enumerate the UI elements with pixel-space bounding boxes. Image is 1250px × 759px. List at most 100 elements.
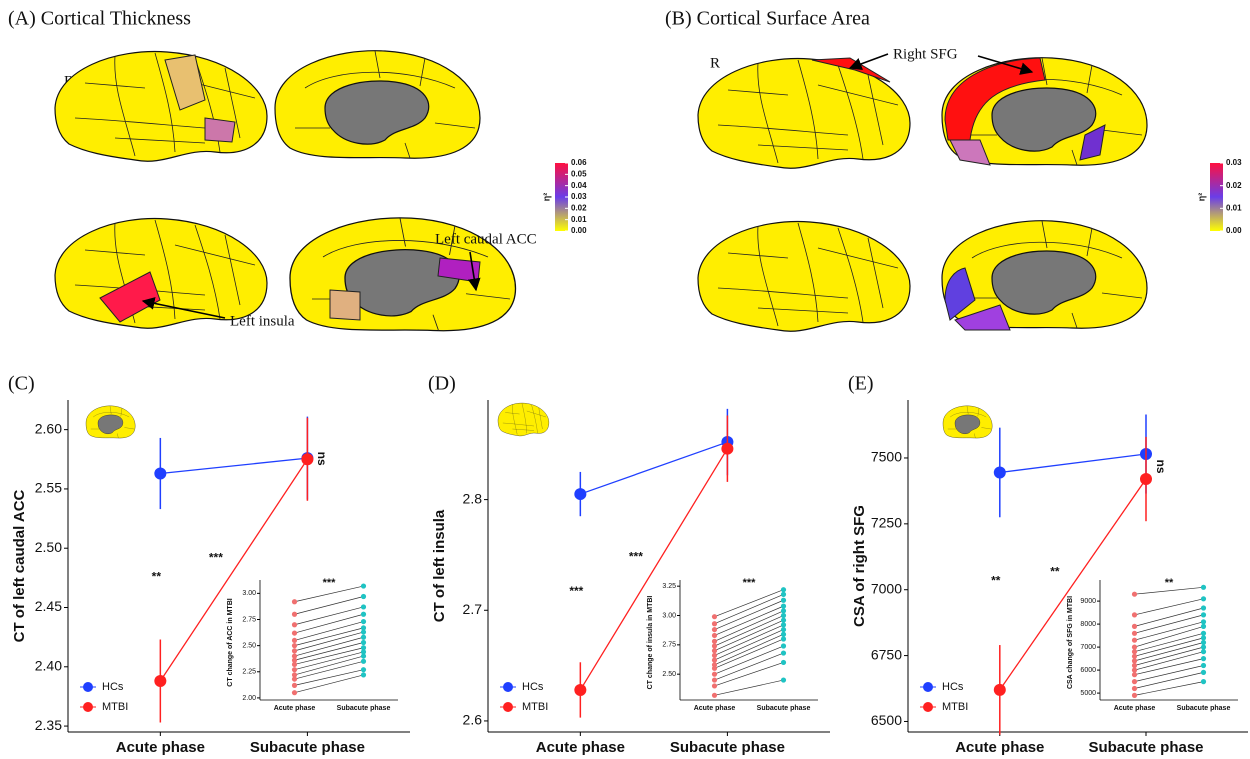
inset-point [712,648,717,653]
panel-label: (D) [428,373,456,395]
brain-lateral [698,222,910,332]
inset-y-tick-label: 5000 [1080,690,1096,697]
inset-point [1132,645,1137,650]
panel-label: (C) [8,373,35,395]
inset-point [1201,645,1206,650]
inset-point [1201,631,1206,636]
inset-point [292,643,297,648]
inset-pair-line [295,643,364,661]
inset-pair-line [295,648,364,665]
x-tick-label: Acute phase [116,739,205,756]
brain-icon [943,406,992,438]
inset-point [1132,668,1137,673]
inset-pair-line [1135,622,1204,640]
inset-pair-line [295,637,364,656]
panel-title: (B) Cortical Surface Area [665,8,870,30]
y-axis-label: CT of left caudal ACC [11,489,28,642]
inset-point [712,693,717,698]
inset-point [712,614,717,619]
series-line [580,442,727,494]
inset-point [292,672,297,677]
inset-pair-line [295,632,364,651]
inset-pair-line [1135,608,1204,626]
colorbar-tick-label: 0.01 [571,215,587,224]
inset-point [1132,592,1137,597]
inset-point [1132,658,1137,663]
inset-y-tick-label: 2.50 [662,671,676,678]
annotation: Left insula [230,313,295,329]
inset-y-tick-label: 2.00 [242,695,256,702]
x-tick-label: Subacute phase [670,739,785,756]
inset-point [781,613,786,618]
y-tick-label: 2.7 [463,601,483,617]
inset-point [361,604,366,609]
legend-label: MTBI [522,701,548,713]
panel-label: (E) [848,373,874,395]
inset-point [361,583,366,588]
point [721,443,733,455]
legend-label: MTBI [102,701,128,713]
inset-pair-line [295,652,364,670]
inset-y-tick-label: 3.25 [662,583,676,590]
inset-point [712,662,717,667]
inset-point [1201,679,1206,684]
inset-y-tick-label: 3.00 [242,590,256,597]
inset-point [781,608,786,613]
inset-y-tick-label: 7000 [1080,644,1096,651]
inset-point [781,660,786,665]
inset-point [712,627,717,632]
point [574,684,586,696]
inset-point [292,683,297,688]
inset-pair-line [295,607,364,625]
inset-point [712,658,717,663]
colorbar-tick-label: 0.01 [1226,203,1242,212]
inset-point [781,604,786,609]
figure: (A) Cortical Thickness R L Left caudal A… [0,0,1250,759]
inset-pair-line [1135,647,1204,665]
series-line [1000,454,1146,472]
inset-significance: ** [1165,577,1174,589]
inset-point [1201,656,1206,661]
inset-point [361,619,366,624]
inset-point [1132,679,1137,684]
inset-pair-line [1135,615,1204,633]
inset-pair-line [1135,638,1204,656]
inset-y-tick-label: 9000 [1080,598,1096,605]
y-tick-label: 2.55 [35,480,62,496]
inset-pair-line [295,622,364,641]
inset-point [361,594,366,599]
inset-pair-line [715,625,784,656]
inset-point [292,653,297,658]
brain-panel-b: (B) Cortical Surface Area R L Right SFG [665,8,1147,332]
inset-pair-line [1135,626,1204,647]
point [154,675,166,687]
inset-significance: *** [743,577,757,589]
legend-label: MTBI [942,701,968,713]
colorbar-tick-label: 0.06 [571,158,587,167]
y-tick-label: 7500 [871,449,902,465]
y-tick-label: 2.6 [463,712,483,728]
inset-pair-line [715,630,784,661]
inset-point [292,638,297,643]
inset-point [292,612,297,617]
inset-point [712,677,717,682]
annotation: Right SFG [893,46,958,62]
inset-point [1201,612,1206,617]
inset-x-tick-label: Acute phase [1114,705,1156,712]
colorbar-title: η² [541,193,551,202]
inset-point [712,621,717,626]
y-tick-label: 2.8 [463,490,483,506]
inset-y-label: CSA change of SFG in MTBI [1067,596,1074,689]
inset-point [1201,663,1206,668]
colorbar-tick-label: 0.00 [1226,226,1242,235]
inset-point [361,672,366,677]
x-tick-label: Subacute phase [250,739,365,756]
inset-point [1201,635,1206,640]
legend-label: HCs [522,681,544,693]
inset-y-tick-label: 6000 [1080,667,1096,674]
inset-point [292,622,297,627]
inset-pair-line [1135,599,1204,615]
inset-significance: *** [323,577,337,589]
colorbar-tick-label: 0.03 [1226,158,1242,167]
inset-point [712,653,717,658]
